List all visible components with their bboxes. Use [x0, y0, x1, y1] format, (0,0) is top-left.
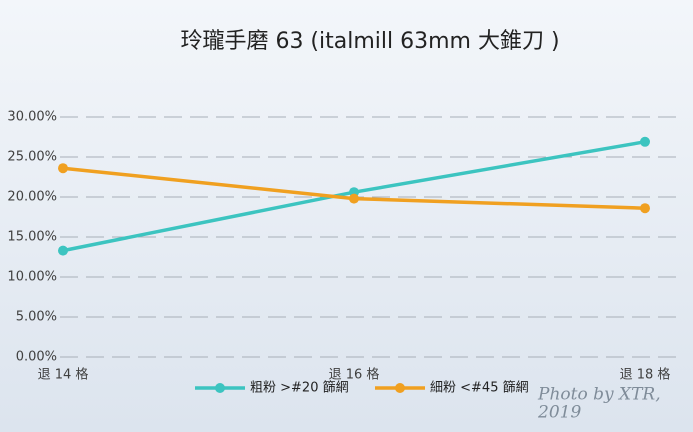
x-tick-label: 退 16 格: [329, 367, 380, 383]
x-tick-label: 退 18 格: [620, 367, 671, 383]
data-point: [58, 245, 68, 256]
y-tick-label: 30.00%: [7, 110, 57, 125]
y-tick-label: 20.00%: [7, 190, 57, 205]
data-point: [640, 136, 650, 147]
x-tick-label: 退 14 格: [38, 367, 89, 383]
watermark: 2019: [537, 403, 581, 423]
legend-label: 細粉 <#45 篩網: [430, 381, 529, 396]
data-point: [349, 193, 359, 204]
data-point: [58, 163, 68, 174]
y-tick-label: 5.00%: [16, 310, 57, 325]
chart-title: 玲瓏手磨 63 (italmill 63mm 大錐刀 ): [180, 29, 559, 54]
legend-label: 粗粉 >#20 篩網: [250, 381, 349, 396]
y-tick-label: 15.00%: [7, 230, 57, 245]
watermark: Photo by XTR,: [537, 385, 661, 405]
data-point: [640, 203, 650, 214]
y-tick-label: 0.00%: [16, 350, 57, 365]
legend-swatch: [395, 383, 405, 393]
y-tick-label: 25.00%: [7, 150, 57, 165]
y-tick-label: 10.00%: [7, 270, 57, 285]
legend-swatch: [215, 383, 225, 393]
